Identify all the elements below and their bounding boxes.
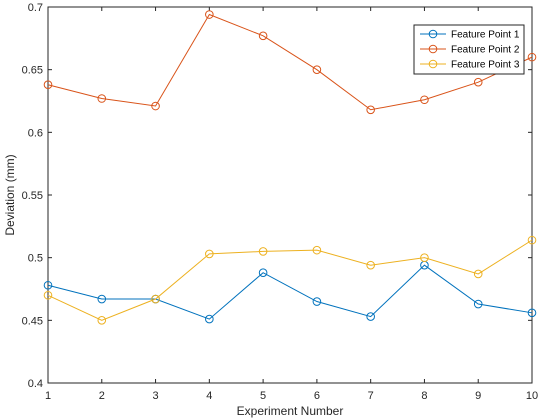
x-tick-label: 3: [152, 390, 158, 402]
legend-label: Feature Point 2: [451, 45, 520, 56]
data-point: [527, 235, 537, 245]
data-point: [366, 105, 375, 115]
legend-item: Feature Point 2: [420, 45, 520, 56]
x-tick-label: 7: [368, 390, 374, 402]
y-tick-label: 0.7: [28, 2, 43, 14]
x-tick-label: 9: [475, 390, 481, 402]
data-point: [97, 294, 107, 304]
data-point: [43, 290, 53, 300]
legend: Feature Point 1 Feature Point 2 Feature Po…: [413, 24, 525, 75]
data-point: [151, 294, 160, 304]
data-point: [97, 94, 107, 103]
data-point: [312, 297, 322, 306]
y-tick-label: 0.4: [28, 378, 43, 390]
x-tick-label: 6: [314, 390, 320, 402]
y-tick-label: 0.45: [22, 315, 43, 327]
data-point: [97, 316, 107, 325]
data-point: [258, 31, 268, 41]
series-line: [47, 264, 533, 320]
data-point: [258, 268, 268, 278]
x-tick-label: 1: [45, 390, 51, 402]
legend-label: Feature Point 1: [451, 30, 520, 41]
y-axis-label: Deviation (mm): [3, 154, 17, 235]
series-feature-point-1: [43, 260, 537, 324]
series-layer: [43, 10, 537, 325]
legend-marker: [428, 44, 438, 54]
data-point: [527, 52, 537, 62]
legend-marker: [428, 29, 438, 39]
x-tick-label: 8: [421, 390, 427, 402]
data-point: [151, 101, 160, 111]
x-tick-label: 10: [526, 390, 538, 402]
data-point: [366, 260, 375, 270]
data-point: [312, 65, 322, 74]
data-point: [205, 249, 214, 259]
data-point: [205, 10, 214, 19]
legend-item: Feature Point 1: [420, 30, 520, 41]
axis-ticks: 1 2 3 4 5 6 7 8 9 10 0.4 0.45 0.5 0.55 0.6 0.65 0.7: [22, 2, 539, 402]
y-tick-label: 0.65: [22, 65, 43, 77]
data-point: [366, 312, 375, 321]
data-point: [420, 253, 429, 262]
data-point: [43, 280, 53, 290]
data-point: [43, 80, 53, 90]
data-point: [205, 314, 214, 324]
series-feature-point-2: [43, 10, 537, 115]
x-tick-label: 5: [260, 390, 266, 402]
data-point: [473, 299, 483, 309]
series-line: [47, 239, 533, 321]
x-tick-label: 4: [206, 390, 212, 402]
series-feature-point-3: [43, 235, 537, 325]
y-tick-label: 0.5: [28, 253, 43, 265]
data-point: [312, 245, 322, 255]
y-tick-label: 0.6: [28, 127, 43, 139]
legend-label: Feature Point 3: [451, 60, 520, 71]
data-point: [473, 77, 483, 87]
data-point: [473, 269, 483, 279]
data-point: [420, 95, 429, 105]
data-point: [258, 247, 268, 256]
y-tick-label: 0.55: [22, 190, 43, 202]
x-axis-label: Experiment Number: [237, 404, 344, 418]
legend-item: Feature Point 3: [420, 60, 520, 71]
x-tick-label: 2: [99, 390, 105, 402]
series-line: [47, 13, 533, 111]
data-point: [527, 308, 537, 318]
legend-marker: [428, 59, 438, 69]
